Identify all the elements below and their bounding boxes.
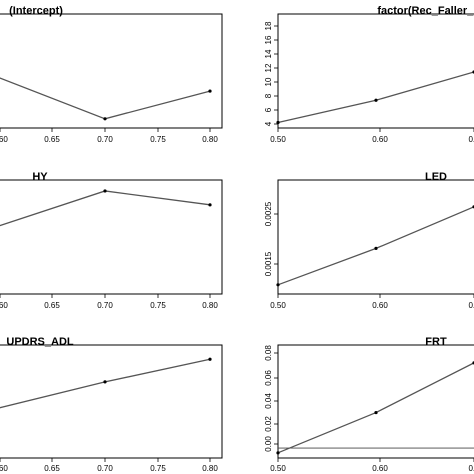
chart-panel-1: (Intercept) 0.60 0.65 0.70 0.75 0.80: [0, 5, 223, 144]
data-point: [103, 189, 107, 193]
x-tick-label: 0.60: [0, 135, 8, 144]
x-tick-label: 0.75: [150, 301, 166, 310]
data-point: [208, 203, 212, 207]
data-point: [374, 410, 378, 415]
data-point: [276, 451, 280, 455]
plot-frame: [277, 179, 474, 295]
y-tick-label: 14: [264, 49, 273, 58]
y-tick-label: 0.0015: [264, 251, 273, 276]
x-tick-label: 0.65: [44, 464, 60, 473]
x-tick-label: 0.65: [44, 301, 60, 310]
y-tick-label: 18: [264, 21, 273, 30]
y-tick-label: 0.04: [264, 393, 273, 409]
x-tick-label: 0.60: [0, 464, 8, 473]
plot-frame: [0, 13, 223, 129]
x-tick-label: 0.60: [372, 301, 388, 310]
x-tick-label: 0.60: [372, 464, 388, 473]
chart-panel-4: LED 0.50 0.60 0.6 0.0015 0.0025: [264, 171, 474, 310]
y-tick-label: 12: [264, 63, 273, 72]
y-tick-label: 6: [264, 107, 273, 112]
x-tick-label: 0.70: [97, 135, 113, 144]
data-point: [276, 283, 280, 287]
x-tick-label: 0.75: [150, 464, 166, 473]
plot-frame: [277, 344, 474, 459]
panel-title: FRT: [425, 336, 447, 348]
x-tick-label: 0.60: [372, 135, 388, 144]
plot-frame: [0, 344, 223, 459]
plot-frame: [277, 13, 474, 129]
chart-panel-5: UPDRS_ADL 0.60 0.65 0.70 0.75 0.80: [0, 336, 223, 473]
panel-title: HY: [32, 171, 48, 183]
data-point: [374, 98, 378, 102]
series-line: [0, 358, 211, 409]
y-tick-label: 8: [264, 93, 273, 98]
series-line: [277, 71, 474, 124]
series-line: [0, 77, 211, 120]
data-point: [208, 357, 212, 361]
series-line: [0, 190, 211, 227]
chart-panel-2: factor(Rec_Faller_Past_ 0.50 0.60 0.6 4 6 8 10 1…: [264, 5, 474, 144]
data-point: [276, 120, 280, 125]
x-tick-label: 0.50: [270, 464, 286, 473]
x-tick-label: 0.50: [270, 135, 286, 144]
plot-frame: [0, 179, 223, 295]
y-tick-label: 10: [264, 77, 273, 86]
panel-title: (Intercept): [9, 5, 63, 17]
x-tick-label: 0.50: [270, 301, 286, 310]
data-point: [103, 117, 107, 121]
chart-panel-6: FRT 0.50 0.60 0.6 0.00 0.02 0.04 0.06 0.08: [264, 336, 474, 473]
data-point: [374, 246, 378, 250]
series-line: [277, 362, 474, 454]
x-tick-label: 0.6: [468, 301, 474, 310]
x-tick-label: 0.75: [150, 135, 166, 144]
y-tick-label: 0.02: [264, 416, 273, 432]
x-tick-label: 0.80: [202, 135, 218, 144]
x-tick-label: 0.65: [44, 135, 60, 144]
x-tick-label: 0.70: [97, 464, 113, 473]
y-tick-label: 16: [264, 35, 273, 44]
chart-panel-3: HY 0.60 0.65 0.70 0.75 0.80: [0, 171, 223, 310]
y-tick-label: 0.06: [264, 370, 273, 386]
y-tick-label: 0.00: [264, 436, 273, 452]
panel-title: factor(Rec_Faller_Past_: [377, 5, 474, 17]
data-point: [208, 89, 212, 93]
data-point: [103, 380, 107, 384]
x-tick-label: 0.6: [468, 464, 474, 473]
y-tick-label: 4: [264, 121, 273, 126]
x-tick-label: 0.80: [202, 464, 218, 473]
x-tick-label: 0.60: [0, 301, 8, 310]
y-tick-label: 0.0025: [264, 201, 273, 226]
panel-title: UPDRS_ADL: [6, 336, 74, 348]
y-tick-label: 0.08: [264, 345, 273, 361]
x-tick-label: 0.6: [468, 135, 474, 144]
panel-title: LED: [425, 171, 447, 183]
series-line: [277, 206, 474, 286]
x-tick-label: 0.80: [202, 301, 218, 310]
x-tick-label: 0.70: [97, 301, 113, 310]
